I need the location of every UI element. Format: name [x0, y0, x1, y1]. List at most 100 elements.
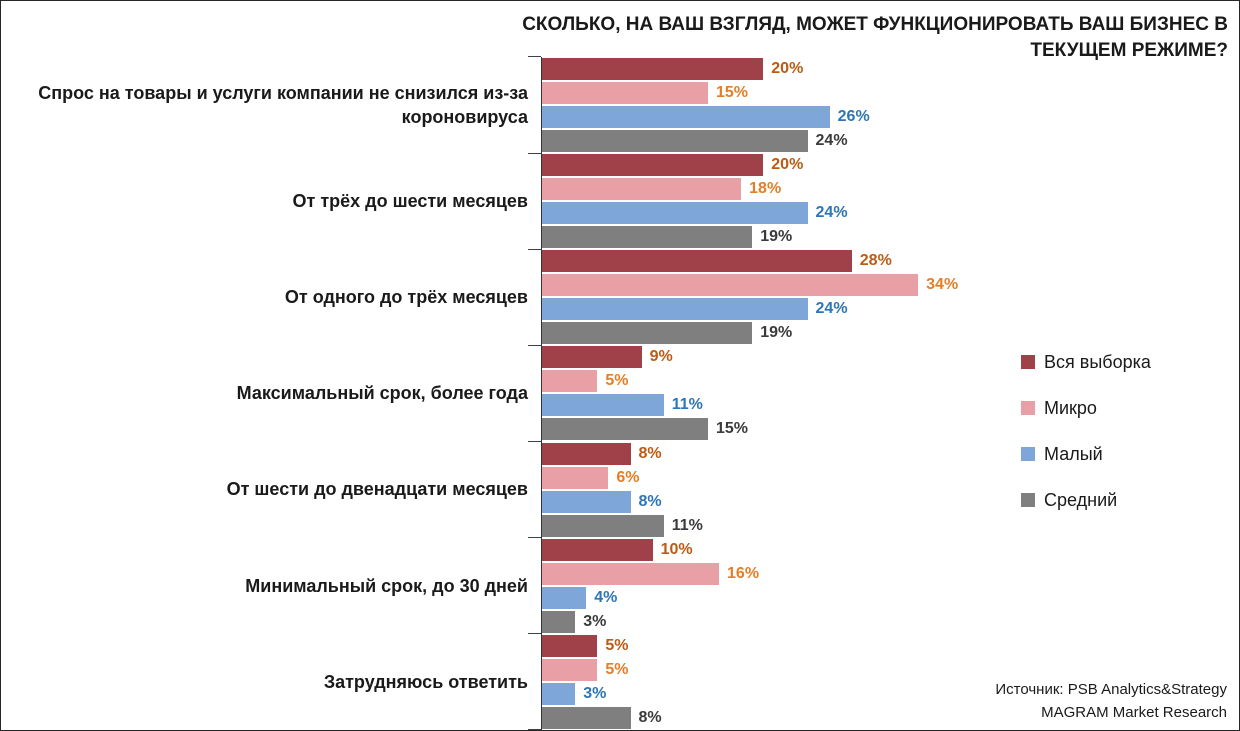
bar-value-label: 9%	[649, 348, 673, 366]
bar-row: 19%	[542, 226, 1239, 249]
bar-segment	[542, 178, 742, 201]
bar-row: 24%	[542, 202, 1239, 225]
category-bars: 20% 15% 26% 24%	[541, 57, 1239, 154]
category-label: Минимальный срок, до 30 дней	[245, 575, 528, 596]
bar-segment	[542, 130, 808, 153]
legend-swatch	[1021, 493, 1035, 507]
bar-value-label: 18%	[749, 180, 782, 198]
bar-value-label: 34%	[926, 276, 959, 294]
source-line1: Источник: PSB Analytics&Strategy	[995, 681, 1227, 698]
bar-value-label: 11%	[671, 516, 703, 534]
chart-title-line2: ТЕКУЩЕМ РЕЖИМЕ?	[1030, 40, 1228, 61]
bar-segment	[542, 298, 808, 321]
bar-segment	[542, 202, 808, 225]
legend-item: Малый	[1021, 431, 1151, 477]
bar-segment	[542, 658, 598, 681]
bar-segment	[542, 346, 642, 369]
bar-segment	[542, 82, 708, 105]
bar-segment	[542, 322, 753, 345]
bar-value-label: 8%	[638, 708, 662, 726]
category-bars: 20% 18% 24% 19%	[541, 153, 1239, 250]
category-group: Затрудняюсь ответить 5% 5% 3% 8%	[1, 633, 1239, 730]
bar-value-label: 11%	[671, 396, 703, 414]
legend-item: Микро	[1021, 385, 1151, 431]
category-group: От шести до двенадцати месяцев 8% 6% 8% 11%	[1, 441, 1239, 539]
bar-segment	[542, 370, 598, 393]
bar-row: 5%	[542, 634, 1239, 657]
bar-value-label: 20%	[771, 156, 804, 174]
bar-row: 16%	[542, 562, 1239, 585]
bar-value-label: 10%	[660, 540, 693, 558]
bar-value-label: 4%	[594, 588, 618, 606]
bar-row: 4%	[542, 586, 1239, 609]
legend-item: Средний	[1021, 477, 1151, 523]
bar-value-label: 28%	[859, 252, 892, 270]
category-bars: 10% 16% 4% 3%	[541, 537, 1239, 634]
bar-row: 8%	[542, 490, 1239, 513]
bar-row: 34%	[542, 274, 1239, 297]
category-label: От трёх до шести месяцев	[292, 191, 529, 212]
bar-value-label: 5%	[605, 636, 629, 654]
bar-row: 24%	[542, 298, 1239, 321]
bar-value-label: 6%	[616, 468, 640, 486]
bar-row: 11%	[542, 394, 1239, 417]
bar-value-label: 16%	[727, 564, 760, 582]
category-bars: 5% 5% 3% 8%	[541, 633, 1239, 730]
bar-segment	[542, 58, 764, 81]
category-group: От одного до трёх месяцев 28% 34% 24% 19%	[1, 249, 1239, 347]
bar-row: 9%	[542, 346, 1239, 369]
category-group: От трёх до шести месяцев 20% 18% 24% 19%	[1, 153, 1239, 250]
legend-swatch	[1021, 355, 1035, 369]
bar-value-label: 5%	[605, 372, 629, 390]
bar-segment	[542, 226, 753, 249]
bar-chart-plot-area: Спрос на товары и услуги компании не сни…	[1, 56, 1239, 730]
bar-value-label: 8%	[638, 492, 662, 510]
category-label: От одного до трёх месяцев	[284, 287, 528, 308]
bar-segment	[542, 154, 764, 177]
category-group: Спрос на товары и услуги компании не сни…	[1, 57, 1239, 154]
bar-segment	[542, 394, 664, 417]
bar-segment	[542, 586, 587, 609]
bar-row: 15%	[542, 82, 1239, 105]
bar-value-label: 20%	[771, 60, 804, 78]
bar-row: 8%	[542, 442, 1239, 465]
bar-segment	[542, 634, 598, 657]
bar-segment	[542, 682, 576, 705]
bar-row: 5%	[542, 370, 1239, 393]
bar-row: 26%	[542, 106, 1239, 129]
bar-value-label: 26%	[837, 108, 870, 126]
category-group: Минимальный срок, до 30 дней 10% 16% 4% 3%	[1, 537, 1239, 635]
bar-segment	[542, 274, 919, 297]
bar-value-label: 24%	[815, 132, 848, 150]
bar-value-label: 19%	[760, 228, 793, 246]
bar-value-label: 15%	[715, 420, 748, 438]
bar-segment	[542, 514, 664, 537]
bar-row: 8%	[542, 706, 1239, 729]
bar-segment	[542, 466, 609, 489]
category-label: Максимальный срок, более года	[236, 383, 528, 404]
bar-row: 18%	[542, 178, 1239, 201]
bar-value-label: 24%	[815, 300, 848, 318]
legend-label: Средний	[1044, 489, 1118, 510]
legend-label: Малый	[1044, 443, 1103, 464]
bar-row: 10%	[542, 538, 1239, 561]
category-label: Затрудняюсь ответить	[323, 671, 528, 692]
bar-row: 11%	[542, 514, 1239, 537]
category-label: Спрос на товары и услуги компании не сни…	[38, 82, 528, 128]
legend-label: Микро	[1044, 397, 1097, 418]
category-bars: 8% 6% 8% 11%	[541, 441, 1239, 538]
bar-value-label: 19%	[760, 324, 793, 342]
legend-label: Вся выборка	[1044, 351, 1151, 372]
bar-row: 28%	[542, 250, 1239, 273]
bar-value-label: 3%	[583, 684, 607, 702]
bar-row: 6%	[542, 466, 1239, 489]
source-note: Источник: PSB Analytics&Strategy MAGRAM …	[995, 678, 1227, 724]
category-bars: 9% 5% 11% 15%	[541, 345, 1239, 442]
bar-value-label: 5%	[605, 660, 629, 678]
bar-segment	[542, 706, 631, 729]
bar-row: 20%	[542, 58, 1239, 81]
bar-segment	[542, 610, 576, 633]
bar-row: 3%	[542, 610, 1239, 633]
bar-segment	[542, 562, 720, 585]
